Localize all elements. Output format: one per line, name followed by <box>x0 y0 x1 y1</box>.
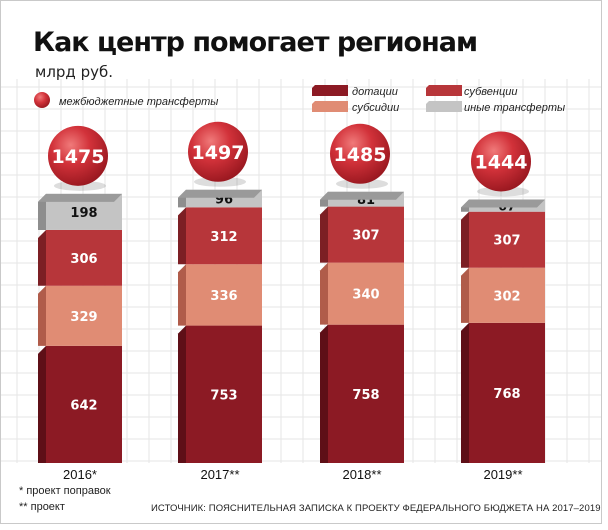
bar-side <box>461 322 469 463</box>
chart-subtitle: млрд руб. <box>35 63 113 81</box>
total-label: 1444 <box>475 151 528 173</box>
bar-segment-subsidii <box>469 267 545 323</box>
bar-top <box>38 193 122 202</box>
bar-side <box>461 267 469 323</box>
bar-segment-subvencii <box>328 206 404 263</box>
legend-swatch-inye <box>426 101 462 112</box>
bar-side <box>178 325 186 463</box>
x-tick-label: 2018** <box>342 467 382 482</box>
bar-top <box>320 191 404 200</box>
bar-segment-subvencii <box>186 207 262 265</box>
total-circles: 1475 1497 1485 1444 <box>48 121 531 197</box>
total-label: 1497 <box>192 142 245 164</box>
data-label: 307 <box>352 229 379 244</box>
bar-side <box>38 285 46 346</box>
legend-swatch-subvencii <box>426 85 462 96</box>
bar-segment-dotacii <box>186 325 262 463</box>
footnote-draft: ** проект <box>19 501 65 513</box>
x-tick-label: 2017** <box>200 467 240 482</box>
footer-background <box>1 463 601 523</box>
legend-label-subsidii: субсидии <box>352 102 400 114</box>
data-label: 642 <box>70 398 97 413</box>
chart-frame: 642 329 306 198 753 336 312 96 758 340 307 81 768 302… <box>0 0 602 524</box>
legend <box>34 85 462 112</box>
legend-swatch-total <box>34 92 50 108</box>
chart-canvas: 6423293061987533363129675834030781768302… <box>1 1 601 523</box>
bar-top <box>461 199 545 208</box>
data-label: 768 <box>493 387 520 402</box>
data-label: 306 <box>70 252 97 267</box>
legend-label-dotacii: дотации <box>352 86 398 98</box>
source-note: ИСТОЧНИК: ПОЯСНИТЕЛЬНАЯ ЗАПИСКА К ПРОЕКТ… <box>151 503 602 514</box>
bars: 6423293061987533363129675834030781768302… <box>38 189 545 463</box>
legend-swatch-subsidii <box>312 101 348 112</box>
total-circle <box>48 125 108 186</box>
bar-side <box>38 229 46 286</box>
data-label: 307 <box>493 234 520 249</box>
legend-label-subvencii: субвенции <box>464 86 518 98</box>
data-label: 340 <box>352 288 379 303</box>
bar-segment-dotacii <box>46 345 122 463</box>
total-circle <box>471 131 531 192</box>
bar-segment-subsidii <box>46 285 122 346</box>
bar-side <box>178 207 186 265</box>
data-label: 758 <box>352 388 379 403</box>
x-tick-label: 2016* <box>63 467 97 482</box>
bar-segment-dotacii <box>328 324 404 463</box>
total-circle <box>188 121 248 182</box>
bar-side <box>178 264 186 326</box>
footnote-amendments: * проект поправок <box>19 485 111 497</box>
x-tick-label: 2019** <box>483 467 523 482</box>
data-label: 198 <box>70 206 97 221</box>
data-label: 753 <box>210 388 237 403</box>
bar-segment-subsidii <box>186 264 262 326</box>
bar-side <box>320 206 328 263</box>
title-background <box>1 1 601 79</box>
bar-segment-subsidii <box>328 262 404 325</box>
legend-swatch-dotacii <box>312 85 348 96</box>
bar-segment-subvencii <box>469 211 545 268</box>
bar-segment-subvencii <box>46 229 122 286</box>
total-label: 1475 <box>52 146 105 168</box>
bar-side <box>320 324 328 463</box>
data-label: 329 <box>70 310 97 325</box>
bar-side <box>38 345 46 463</box>
bar-segment-dotacii <box>469 322 545 463</box>
legend-label-inye: иные трансферты <box>464 102 566 114</box>
bar-side <box>320 262 328 325</box>
bar-side <box>461 211 469 268</box>
data-label: 302 <box>493 289 520 304</box>
data-label: 312 <box>210 230 237 245</box>
legend-label-total: межбюджетные трансферты <box>59 96 219 108</box>
bar-side <box>38 193 46 230</box>
total-circle <box>330 123 390 184</box>
bar-top <box>178 189 262 198</box>
data-label: 336 <box>210 289 237 304</box>
total-label: 1485 <box>334 144 387 166</box>
chart-title: Как центр помогает регионам <box>33 27 478 58</box>
